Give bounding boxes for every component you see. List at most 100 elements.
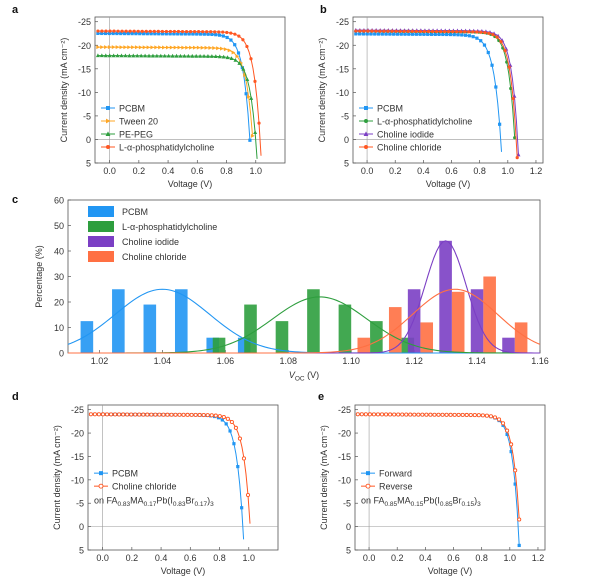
x-tick-label: 0.8 xyxy=(220,166,233,176)
data-point xyxy=(146,45,151,50)
y-tick-label: -10 xyxy=(78,88,91,98)
plot-frame xyxy=(352,16,544,164)
data-point xyxy=(178,53,183,58)
data-point xyxy=(455,30,459,34)
panel-e: -25 -20 -15 -10 -5 0 5 0.0 0.2 0.4 0.6 0.8 1.0 1.2 Vol… xyxy=(319,404,546,576)
legend-marker xyxy=(363,131,369,136)
data-point xyxy=(495,35,499,39)
data-point xyxy=(184,29,189,34)
data-point xyxy=(249,96,254,100)
data-point xyxy=(174,53,179,58)
bar xyxy=(407,289,421,353)
bar xyxy=(451,291,465,353)
data-point xyxy=(179,32,184,36)
data-point xyxy=(209,30,213,34)
data-point xyxy=(135,53,140,58)
data-point xyxy=(217,33,222,37)
data-point xyxy=(355,412,360,417)
data-point xyxy=(491,33,495,37)
data-point xyxy=(444,412,449,417)
y-tick-label: -15 xyxy=(336,64,349,74)
y-tick-label: -20 xyxy=(338,429,351,439)
data-point xyxy=(382,29,386,33)
y-tick-label: -15 xyxy=(78,64,91,74)
data-point xyxy=(113,412,118,417)
subscript: 0.83 xyxy=(173,501,186,508)
data-point xyxy=(426,29,431,34)
data-point xyxy=(490,63,494,67)
legend-label: Choline chloride xyxy=(112,482,177,492)
x-tick-label: 0.6 xyxy=(447,553,460,563)
data-point xyxy=(513,468,518,473)
data-point xyxy=(408,412,413,417)
y-axis-label: Current density (mA cm⁻²) xyxy=(317,38,327,143)
data-point xyxy=(394,29,398,33)
data-point xyxy=(131,53,136,58)
data-point xyxy=(395,32,400,36)
panel-c: 0 10 20 30 40 50 60 1.02 1.04 1.06 1.08 1.10 1.12 1.1… xyxy=(34,196,549,383)
data-point xyxy=(180,29,185,34)
x-axis-label: VOC (V) xyxy=(289,370,319,383)
y-tick-label: -25 xyxy=(78,17,91,27)
data-point xyxy=(213,413,218,418)
data-point xyxy=(225,416,230,421)
data-point xyxy=(445,32,449,37)
data-point xyxy=(471,30,475,34)
data-point xyxy=(373,32,377,36)
subscript: 0.85 xyxy=(385,501,398,508)
legend-marker xyxy=(364,106,368,110)
data-point xyxy=(96,45,101,50)
data-point xyxy=(100,31,104,36)
subscript: 3 xyxy=(477,501,481,508)
data-point xyxy=(484,413,489,418)
data-point xyxy=(221,415,226,420)
legend-marker xyxy=(106,106,110,110)
data-point xyxy=(115,31,119,36)
plot-frame xyxy=(354,404,546,551)
data-point xyxy=(407,32,411,36)
bar xyxy=(80,321,94,353)
data-point xyxy=(88,412,93,417)
data-point xyxy=(191,32,195,36)
x-tick-label: 1.06 xyxy=(217,356,235,366)
data-point xyxy=(429,32,434,36)
data-point xyxy=(507,65,511,69)
data-point xyxy=(117,412,122,417)
text-run: on FA xyxy=(94,496,118,506)
data-point xyxy=(160,32,165,36)
y-tick-label: -20 xyxy=(78,41,91,51)
data-point xyxy=(471,35,475,39)
data-point xyxy=(233,43,237,47)
data-point xyxy=(422,29,427,34)
legend-marker xyxy=(99,471,103,476)
data-point xyxy=(225,35,229,40)
data-point xyxy=(384,32,388,36)
data-point xyxy=(359,412,364,417)
data-point xyxy=(472,413,477,418)
data-point xyxy=(189,45,193,50)
data-point xyxy=(475,30,479,34)
data-point xyxy=(115,53,120,58)
y-axis-label: Current density (mA cm⁻²) xyxy=(52,425,62,530)
data-point xyxy=(225,30,229,35)
x-tick-label: 1.08 xyxy=(280,356,298,366)
data-point xyxy=(134,45,139,50)
data-point xyxy=(154,53,159,58)
legend-label: Choline iodide xyxy=(377,130,434,140)
data-point xyxy=(392,412,397,417)
data-point xyxy=(228,429,232,433)
y-tick-label: 5 xyxy=(346,546,351,556)
data-point xyxy=(197,412,202,418)
data-point xyxy=(197,30,201,34)
data-point xyxy=(369,32,373,36)
data-point xyxy=(247,94,251,99)
data-point xyxy=(183,32,187,36)
legend-label: L-α-phosphatidylcholine xyxy=(377,117,472,127)
data-point xyxy=(104,412,110,417)
data-point xyxy=(217,30,221,34)
legend-marker xyxy=(98,483,104,489)
legend-marker xyxy=(364,119,368,123)
y-tick-label: 0 xyxy=(344,135,349,145)
data-point xyxy=(196,45,201,50)
data-point xyxy=(233,57,238,62)
